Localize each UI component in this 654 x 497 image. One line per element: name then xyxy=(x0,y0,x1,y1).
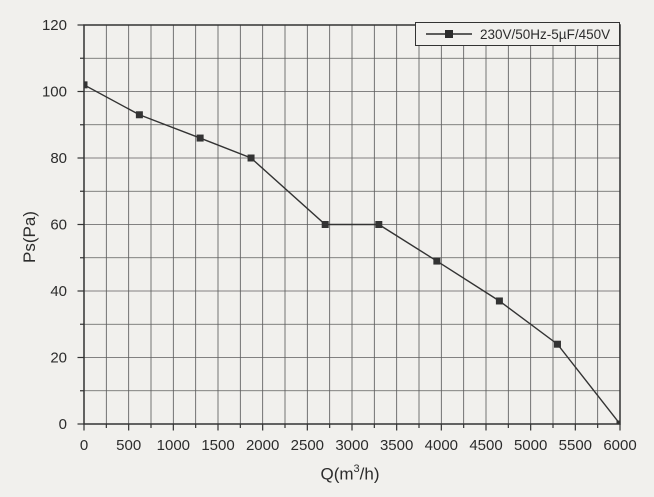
y-tick-labels: 0 20 40 60 80 100 120 xyxy=(42,17,67,433)
legend-line-square-marker-icon xyxy=(426,30,472,38)
x-tick-label: 500 xyxy=(116,437,141,454)
x-tick-label: 3500 xyxy=(380,437,413,454)
x-axis-title-superscript: 3 xyxy=(353,463,360,475)
x-tick-label: 3000 xyxy=(335,437,368,454)
series-230V-50Hz-curve xyxy=(84,81,620,424)
series-point-marker xyxy=(553,340,561,348)
x-axis-title: Q(m3/h) xyxy=(320,463,380,485)
x-tick-label: 4000 xyxy=(425,437,458,454)
x-tick-label: 1000 xyxy=(157,437,190,454)
series-point-marker xyxy=(375,221,383,228)
y-tick-label: 120 xyxy=(42,17,67,34)
y-tick-label: 100 xyxy=(42,84,67,101)
axis-ticks xyxy=(77,24,621,431)
x-tick-label: 2000 xyxy=(246,437,279,454)
series-point-marker xyxy=(495,297,503,305)
x-tick-label: 2500 xyxy=(291,437,324,454)
legend: 230V/50Hz-5µF/450V xyxy=(415,22,620,46)
y-tick-label: 80 xyxy=(50,150,67,167)
x-tick-label: 6000 xyxy=(603,437,636,454)
y-tick-label: 40 xyxy=(50,283,67,300)
x-tick-label: 0 xyxy=(80,437,88,454)
series-point-marker xyxy=(135,111,143,119)
series-point-marker xyxy=(84,81,88,89)
y-tick-label: 0 xyxy=(59,416,67,433)
x-tick-labels: 0 500 1000 1500 2000 2500 3000 3500 4000 4500 5000… xyxy=(80,437,637,454)
x-tick-label: 1500 xyxy=(201,437,234,454)
legend-series-label: 230V/50Hz-5µF/450V xyxy=(480,26,611,42)
y-axis-title: Ps(Pa) xyxy=(20,211,39,263)
series-point-marker xyxy=(433,257,441,265)
x-axis-title-pre: Q(m xyxy=(320,464,354,484)
series-point-marker xyxy=(247,154,255,162)
y-tick-label: 20 xyxy=(50,350,67,367)
series-point-marker xyxy=(321,221,329,228)
series-line xyxy=(84,84,620,424)
x-tick-label: 5500 xyxy=(559,437,592,454)
x-tick-label: 4500 xyxy=(469,437,502,454)
y-tick-label: 60 xyxy=(50,217,67,234)
x-axis-title-post: /h) xyxy=(359,464,380,484)
series-point-marker xyxy=(616,420,620,424)
series-point-marker xyxy=(196,134,204,142)
x-tick-label: 5000 xyxy=(514,437,547,454)
